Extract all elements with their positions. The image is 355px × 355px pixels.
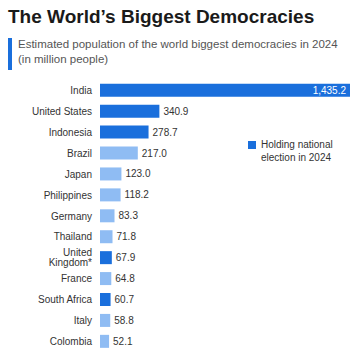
svg-text:India: India bbox=[70, 85, 92, 96]
svg-text:71.8: 71.8 bbox=[117, 231, 137, 242]
svg-text:Thailand: Thailand bbox=[54, 231, 92, 242]
svg-text:South Africa: South Africa bbox=[38, 294, 92, 305]
svg-text:60.7: 60.7 bbox=[115, 294, 135, 305]
svg-text:Brazil: Brazil bbox=[67, 148, 92, 159]
svg-text:United States: United States bbox=[32, 106, 92, 117]
html-text:Holding national election in 2: Holding national election in 2024 bbox=[261, 139, 333, 163]
html-text:Estimated population of the wo: Estimated population of the world bigges… bbox=[18, 38, 338, 65]
svg-text:52.1: 52.1 bbox=[113, 336, 133, 347]
svg-text:Germany: Germany bbox=[51, 211, 92, 222]
svg-text:Italy: Italy bbox=[74, 315, 92, 326]
svg-text:118.2: 118.2 bbox=[125, 189, 150, 200]
svg-text:Indonesia: Indonesia bbox=[49, 127, 93, 138]
svg-text:64.8: 64.8 bbox=[115, 273, 135, 284]
html-text:The World’s Biggest Democracie: The World’s Biggest Democracies bbox=[8, 6, 315, 27]
svg-text:Philippines: Philippines bbox=[44, 190, 92, 201]
svg-text:UnitedKingdom*: UnitedKingdom* bbox=[49, 247, 92, 268]
svg-text:1,435.2: 1,435.2 bbox=[313, 85, 347, 96]
svg-text:67.9: 67.9 bbox=[116, 252, 136, 263]
svg-text:123.0: 123.0 bbox=[125, 168, 150, 179]
svg-text:58.8: 58.8 bbox=[114, 315, 134, 326]
svg-text:217.0: 217.0 bbox=[142, 148, 167, 159]
svg-text:278.7: 278.7 bbox=[153, 127, 178, 138]
svg-text:Japan: Japan bbox=[65, 169, 92, 180]
svg-text:340.9: 340.9 bbox=[163, 106, 188, 117]
svg-text:83.3: 83.3 bbox=[119, 210, 139, 221]
svg-text:Colombia: Colombia bbox=[50, 336, 93, 347]
svg-text:France: France bbox=[61, 273, 93, 284]
